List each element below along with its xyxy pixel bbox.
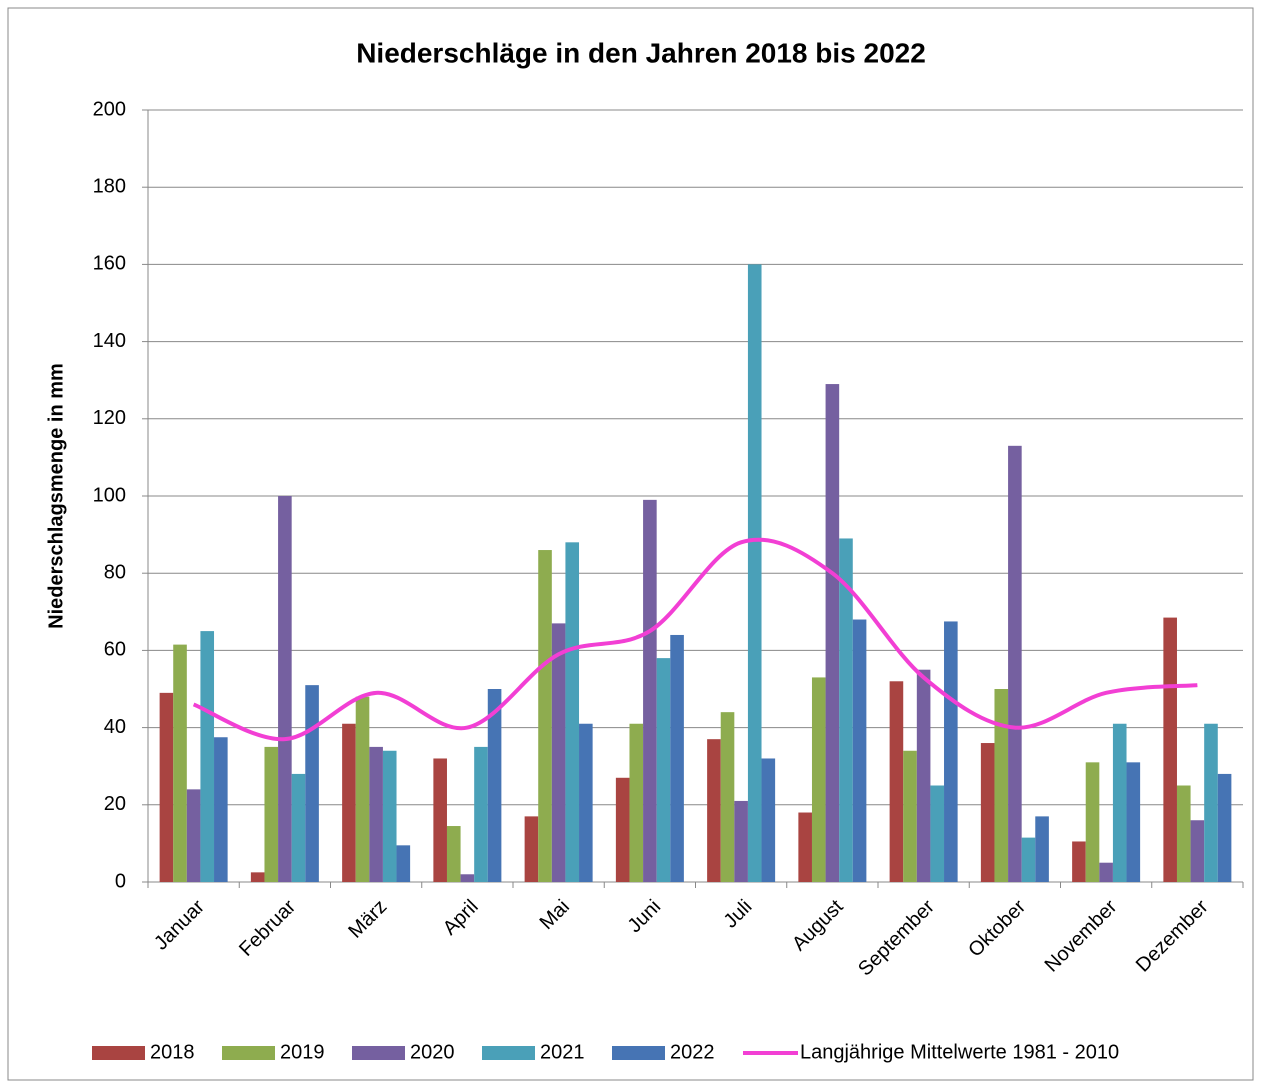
bar	[1021, 837, 1036, 882]
bar	[747, 264, 762, 882]
bar	[1217, 773, 1232, 882]
bar	[1204, 723, 1218, 882]
legend-swatch	[612, 1046, 665, 1060]
bar	[159, 692, 174, 882]
bar	[305, 685, 319, 882]
bar	[1190, 820, 1205, 882]
bar	[643, 499, 657, 882]
legend-label: 2020	[410, 1041, 455, 1063]
bar	[250, 872, 265, 882]
bar	[811, 677, 826, 882]
bar	[825, 384, 840, 882]
y-tick-label: 20	[104, 793, 126, 815]
bar	[433, 758, 447, 882]
bar	[994, 689, 1009, 882]
bar	[565, 542, 580, 882]
bar	[720, 712, 735, 882]
bar	[980, 743, 995, 882]
bar	[615, 777, 630, 882]
legend-label: 2021	[540, 1041, 585, 1063]
bar	[460, 874, 475, 882]
bar	[1072, 841, 1086, 882]
y-axis-label: Niederschlagsmenge in mm	[45, 363, 67, 629]
legend-label: 2022	[670, 1041, 715, 1063]
bar	[670, 634, 684, 882]
bar	[474, 746, 488, 882]
line-series	[192, 537, 1198, 742]
bar	[291, 773, 306, 882]
bar	[538, 550, 552, 882]
bar	[369, 746, 383, 882]
bar	[839, 538, 853, 882]
bar	[342, 723, 356, 882]
bar	[524, 816, 539, 882]
bar	[1176, 785, 1191, 882]
bar	[1035, 816, 1049, 882]
bar	[889, 681, 904, 882]
y-tick-label: 60	[104, 639, 126, 661]
chart-title: Niederschläge in den Jahren 2018 bis 202…	[356, 37, 926, 68]
y-tick-label: 180	[93, 175, 126, 197]
bar	[278, 496, 292, 882]
y-tick-label: 120	[93, 407, 126, 429]
y-tick-label: 200	[93, 98, 126, 120]
legend-swatch	[352, 1046, 405, 1060]
bar	[944, 621, 958, 882]
bar	[1126, 762, 1141, 882]
y-tick-label: 160	[93, 253, 126, 275]
bar	[1008, 445, 1022, 882]
legend-swatch	[222, 1046, 275, 1060]
bar	[930, 785, 945, 882]
chart-frame	[7, 7, 1254, 1081]
bar	[1085, 762, 1100, 882]
bar	[186, 789, 201, 882]
y-tick-label: 0	[115, 870, 126, 892]
bar	[707, 739, 721, 882]
bar	[798, 812, 812, 882]
y-tick-label: 80	[104, 561, 126, 583]
bar	[761, 758, 776, 882]
bar	[1112, 723, 1127, 882]
legend-swatch	[92, 1046, 145, 1060]
legend-label: 2018	[150, 1041, 195, 1063]
legend-label: 2019	[280, 1041, 325, 1063]
bar	[396, 845, 411, 882]
bar	[903, 750, 917, 882]
bar	[916, 669, 931, 882]
bar	[579, 723, 593, 882]
bar	[734, 800, 748, 882]
bar	[487, 689, 502, 882]
y-tick-label: 140	[93, 330, 126, 352]
bar	[382, 750, 397, 882]
bar	[355, 696, 370, 882]
bar	[264, 746, 279, 882]
bar	[214, 737, 228, 882]
legend-swatch	[482, 1046, 535, 1060]
y-tick-label: 40	[104, 716, 126, 738]
legend-label: Langjährige Mittelwerte 1981 - 2010	[800, 1041, 1119, 1063]
bar	[173, 644, 187, 882]
bar	[200, 631, 215, 882]
y-tick-label: 100	[93, 484, 126, 506]
bar	[656, 658, 671, 882]
bar	[446, 826, 461, 882]
bar	[551, 623, 566, 882]
bar	[1163, 617, 1177, 882]
bar	[1099, 862, 1113, 882]
bar	[629, 723, 644, 882]
bar	[852, 619, 867, 882]
